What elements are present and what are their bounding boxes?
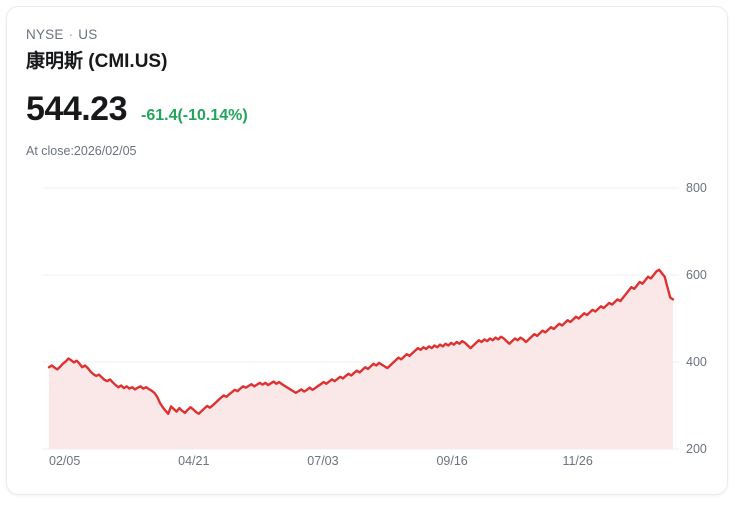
x-axis-tick-label: 04/21 [178,454,210,468]
price-area-fill [49,269,673,449]
y-axis-tick-label: 200 [686,442,707,456]
price-change: -61.4(-10.14%) [141,107,248,124]
x-axis-tick-label: 09/16 [436,454,468,468]
y-axis-tick-label: 800 [686,181,707,195]
region-label: US [78,27,98,42]
x-axis-tick-label: 07/03 [307,454,339,468]
price-chart[interactable]: 200 400 600 800 02/05 04/21 07/03 09/16 11/26 [7,172,727,472]
x-axis-tick-label: 02/05 [49,454,81,468]
quote-header: NYSE · US 康明斯 (CMI.US) 544.23 -61.4(-10.14… [7,7,727,159]
price-row: 544.23 -61.4(-10.14%) [26,89,727,129]
price-line [47,268,675,415]
y-axis-tick-label: 400 [686,355,707,369]
y-axis-tick-label: 600 [686,268,707,282]
price-chart-svg [43,187,679,450]
exchange-label: NYSE [26,27,64,42]
current-price: 544.23 [26,90,128,128]
exchange-region-line: NYSE · US [26,26,727,44]
x-axis-tick-label: 11/26 [562,454,593,468]
page-title: 康明斯 (CMI.US) [26,51,168,72]
exchange-separator: · [68,27,74,42]
at-close-timestamp: At close:2026/02/05 [26,144,137,158]
stock-quote-card: NYSE · US 康明斯 (CMI.US) 544.23 -61.4(-10.14… [6,6,728,495]
